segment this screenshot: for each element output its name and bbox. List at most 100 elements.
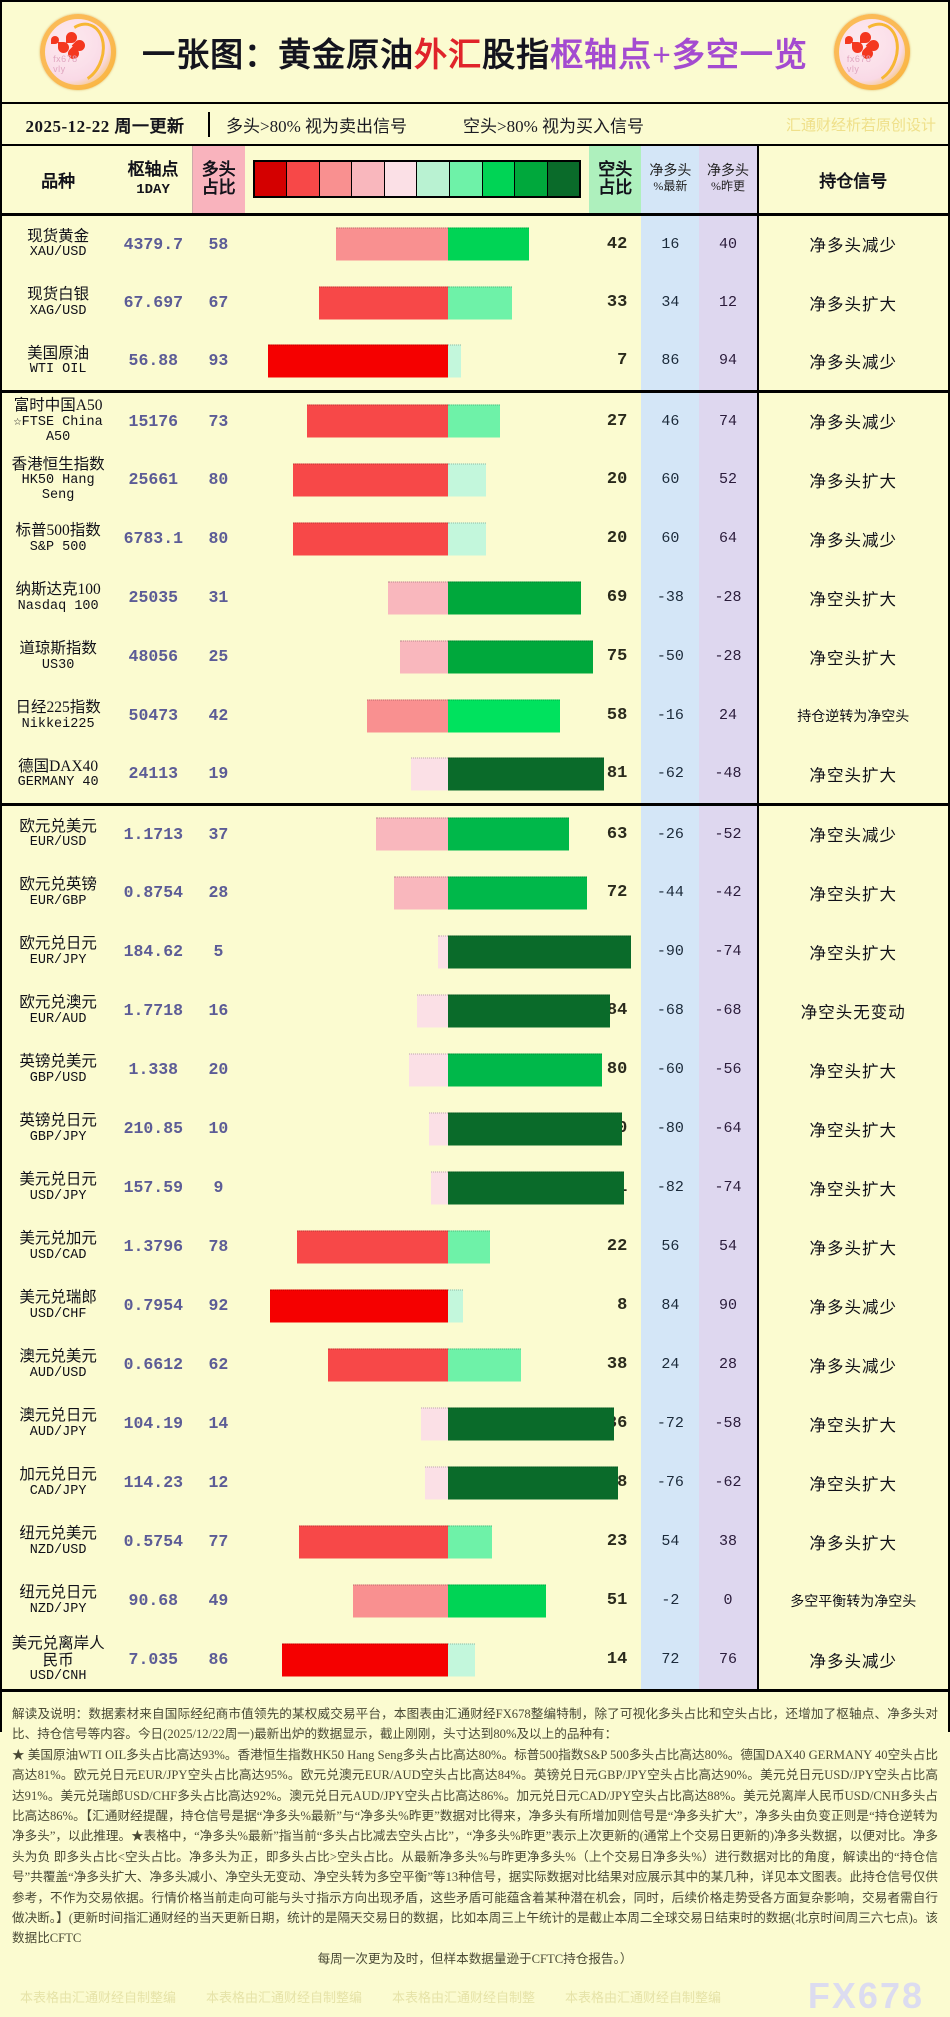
row-sentiment-bar (245, 1099, 622, 1158)
row-sentiment-bar (245, 1630, 590, 1689)
row-signal: 净多头减少 (756, 332, 948, 391)
row-instrument: 纳斯达克100 Nasdaq 100 (15, 581, 101, 614)
row-net-latest: -76 (641, 1453, 700, 1512)
row-long-pct: 77 (208, 1532, 229, 1551)
bar-long-segment (417, 994, 448, 1027)
row-short-pct: 23 (589, 1512, 642, 1571)
bar-long-segment (353, 1584, 448, 1617)
row-pivot-value: 0.6612 (123, 1355, 184, 1374)
table-row: 纳斯达克100 Nasdaq 100 25035 31 69 -38 -28 净空… (2, 568, 948, 627)
bar-long-segment (306, 404, 448, 438)
row-instrument: 美元兑离岸人 民币 USD/CNH (11, 1634, 105, 1685)
row-long-pct: 62 (208, 1355, 229, 1374)
row-sentiment-bar (245, 509, 590, 568)
row-pivot-value: 0.5754 (123, 1532, 184, 1551)
legend-swatch-6 (449, 162, 483, 197)
legend-swatch-0 (254, 162, 288, 197)
row-net-prev: 38 (699, 1512, 758, 1571)
row-short-pct: 42 (589, 214, 642, 273)
row-instrument: 标普500指数 S&P 500 (15, 522, 101, 555)
row-net-prev: 28 (699, 1335, 758, 1394)
table-row: 道琼斯指数 US30 48056 25 75 -50 -28 净空头扩大 (2, 627, 948, 686)
col-header-legend (244, 146, 590, 216)
bar-short-segment (447, 1230, 491, 1263)
row-net-latest: -72 (641, 1394, 700, 1453)
sub-header-bar: 2025-12-22 周一更新 多头>80% 视为卖出信号 空头>80% 视为买… (2, 102, 948, 146)
row-short-pct: 58 (589, 686, 642, 745)
bar-short-segment (447, 1112, 622, 1145)
bar-short-segment (447, 876, 587, 909)
row-net-latest: 16 (641, 214, 700, 273)
row-pivot-value: 1.1713 (114, 802, 193, 863)
row-sentiment-bar (244, 389, 590, 450)
title-bar: fx678 vly 一张图：黄金原油外汇股指枢轴点+多空一览 fx678 vly (2, 2, 948, 102)
row-net-prev: -68 (699, 981, 758, 1040)
table-row: 英镑兑美元 GBP/USD 1.338 20 80 -60 -56 净空头扩大 (2, 1040, 948, 1099)
legend-swatch-4 (384, 162, 418, 197)
row-long-pct: 12 (208, 1473, 229, 1492)
row-sentiment-bar (245, 922, 632, 981)
table-row: 美元兑日元USD/JPY 157.59 9 91 -82 -74 净空头扩大 (2, 1158, 948, 1217)
row-sentiment-bar (245, 686, 590, 745)
row-pivot-value: 184.62 (123, 942, 184, 961)
update-date: 2025-12-22 周一更新 (2, 111, 210, 137)
bar-long-segment (299, 1525, 448, 1558)
row-net-latest: -80 (641, 1099, 700, 1158)
row-net-latest: -60 (641, 1040, 700, 1099)
row-signal: 净多头减少 (756, 389, 948, 450)
table-row: 香港恒生指数 HK50 Hang Seng 25661 80 20 60 52 净多… (2, 450, 948, 509)
row-instrument: 欧元兑澳元 EUR/AUD (19, 994, 97, 1027)
table-row: 欧元兑美元 EUR/USD 1.1713 37 63 -26 -52 净空头减少 (2, 802, 948, 863)
row-long-pct: 28 (208, 883, 229, 902)
table-row: 日经225指数 Nikkei225 50473 42 58 -16 24 持仓逆转… (2, 686, 948, 745)
row-long-pct: 93 (208, 351, 229, 371)
row-short-pct: 38 (589, 1335, 642, 1394)
bar-short-segment (447, 935, 632, 968)
table-row: 美元兑瑞郎 USD/CHF 0.7954 92 8 84 90 净多头减少 (2, 1276, 948, 1335)
row-sentiment-bar (245, 745, 605, 804)
row-short-pct: 22 (589, 1217, 642, 1276)
row-pivot-value: 25661 (128, 470, 179, 489)
row-net-prev: 12 (699, 273, 758, 332)
row-long-pct: 73 (192, 389, 245, 450)
row-instrument: 美元兑加元 USD/CAD (19, 1230, 97, 1263)
row-signal: 净多头减少 (756, 509, 948, 568)
row-net-latest: 54 (641, 1512, 700, 1571)
row-pivot-value: 24113 (128, 764, 179, 784)
row-sentiment-bar (245, 1335, 590, 1394)
row-pivot-value: 67.697 (123, 293, 184, 312)
row-sentiment-bar (245, 981, 611, 1040)
bar-long-segment (328, 1348, 448, 1381)
row-long-pct: 78 (208, 1237, 229, 1256)
bar-long-segment (428, 1112, 448, 1145)
table-row: 欧元兑日元EUR/JPY 184.62 5 95 -90 -74 净空头扩大 (2, 922, 948, 981)
row-signal: 净多头减少 (756, 1335, 948, 1394)
row-signal: 净多头减少 (756, 1630, 948, 1689)
table-row: 加元兑日元CAD/JPY 114.23 12 88 -76 -62 净空头扩大 (2, 1453, 948, 1512)
row-long-pct: 16 (208, 1001, 229, 1020)
bar-long-segment (270, 1289, 448, 1322)
row-instrument: 纽元兑日元 NZD/JPY (19, 1584, 97, 1617)
row-net-prev: 94 (699, 332, 758, 391)
row-net-prev: 90 (699, 1276, 758, 1335)
table-row: 美国原油 WTI OIL 56.88 93 7 86 94 净多头减少 (2, 332, 948, 391)
row-signal: 净空头扩大 (756, 922, 948, 981)
row-net-latest: 84 (641, 1276, 700, 1335)
row-short-pct: 51 (589, 1571, 642, 1630)
color-legend (252, 160, 582, 199)
row-instrument: 道琼斯指数 US30 (19, 640, 97, 673)
bar-long-segment (268, 344, 448, 378)
row-pivot-value: 0.8754 (123, 883, 184, 902)
bar-short-segment (447, 1466, 618, 1499)
bar-long-segment (420, 1407, 448, 1440)
bar-short-segment (447, 757, 605, 791)
row-signal: 持仓逆转为净空头 (756, 686, 948, 745)
bar-long-segment (409, 1053, 448, 1086)
row-instrument: 日经225指数 Nikkei225 (15, 699, 101, 732)
row-sentiment-bar (245, 1276, 590, 1335)
row-short-pct: 14 (589, 1630, 642, 1689)
row-signal: 净多头扩大 (756, 450, 948, 509)
logo-right-icon: fx678 vly (833, 14, 910, 90)
row-pivot-value: 90.68 (128, 1591, 179, 1610)
row-long-pct: 5 (213, 942, 224, 961)
